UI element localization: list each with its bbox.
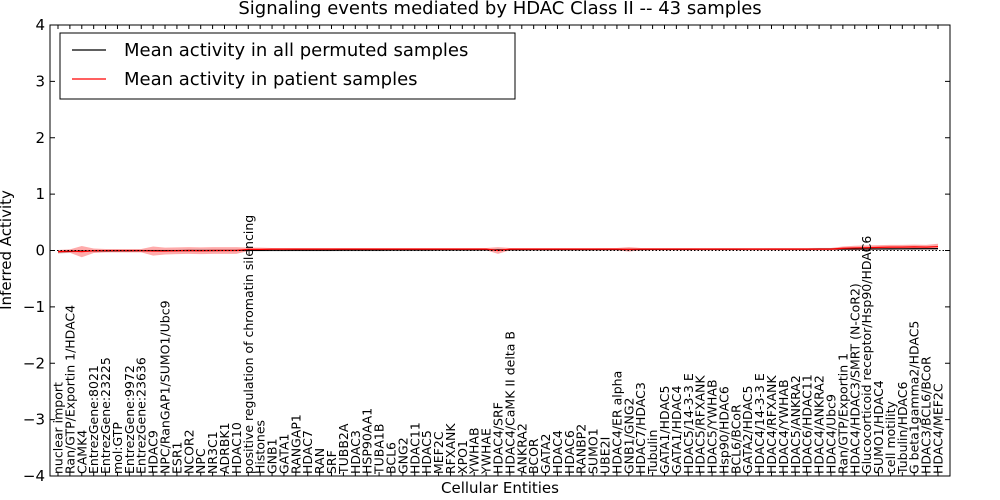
y-tick-label: 2 [35,129,45,147]
x-tick-label: HDAC3/BCL6/BCoR [919,356,934,474]
x-tick-label: HDAC5/14-3-3 E [681,373,696,474]
x-tick-label: Glucocorticoid receptor/Hsp90/HDAC6 [859,236,874,474]
x-tick-label: BCL6 [383,442,398,474]
x-tick-label: GNG2 [395,437,410,474]
x-tick-label: SUMO1/HDAC4 [871,380,886,474]
x-tick-label: HDAC7/HDAC3 [633,382,648,474]
x-tick-label: GATA1/HDAC5 [657,386,672,474]
x-tick-label: HSP90AA1 [360,408,375,474]
x-tick-label: HDAC6/HDAC11 [800,374,815,474]
x-tick-label: HDAC4/MEF2C [931,383,946,474]
x-tick-label: HDAC6 [562,430,577,474]
x-tick-label: HDAC4/HDAC3/SMRT (N-CoR2) [847,283,862,474]
x-tick-label: NPC [193,448,208,474]
x-tick-label: EntrezGene:23636 [134,357,149,474]
x-tick-label: Ran/GTP/Exportin 1 [835,353,850,474]
x-tick-label: HDAC3 [348,430,363,474]
x-tick-label: ADRBK1 [217,422,232,474]
y-axis-label: Inferred Activity [0,190,15,310]
x-tick-label: cell motility [883,400,898,474]
y-ticks: 4 3 2 1 0 −1 −2 −3 −4 [23,16,950,485]
chart-title: Signaling events mediated by HDAC Class … [238,0,761,19]
x-tick-label: BCOR [526,438,541,474]
x-tick-label: HDAC5/YWHAB [705,379,720,474]
x-tick-label: HDAC4/SRF [491,402,506,474]
x-tick-label: UBE2I [598,437,613,474]
y-tick-label: 0 [35,242,45,260]
x-tick-label: XPO1 [455,440,470,474]
x-tick-label: NCOR2 [181,429,196,474]
x-tick-label: CAMK4 [74,430,89,474]
x-tick-label: Tubulin [645,430,660,475]
y-tick-label: −3 [23,411,45,429]
x-tick-label: HDAC10 [229,422,244,474]
x-tick-label: Ran/GTP/Exportin 1/HDAC4 [62,305,77,474]
x-tick-label: G beta1gamma2/HDAC5 [907,321,922,474]
x-tick-label: HDAC5/ANKRA2 [788,375,803,474]
x-tick-label: HDAC4/ER alpha [609,371,624,474]
x-tick-label: HDAC4 [550,430,565,474]
x-tick-label: GATA1/HDAC4 [669,385,684,474]
x-tick-label: BCL6/BCoR [728,404,743,474]
x-tick-label: TUBA1B [372,424,387,475]
x-tick-label: HDAC5/RFXANK [693,375,708,474]
x-tick-label: MEF2C [431,431,446,474]
x-tick-label: HDAC4/14-3-3 E [752,373,767,474]
x-tick-label: positive regulation of chromatin silenci… [241,215,256,474]
x-tick-label: HDAC4/Ubc9 [823,394,838,474]
y-tick-label: 1 [35,185,45,203]
x-tick-label: GNB1/GNG2 [621,398,636,474]
x-tick-label: nuclear import [51,382,66,474]
x-tick-label: GATA1 [276,434,291,474]
y-tick-label: 3 [35,72,45,90]
x-tick-label: HDAC7 [300,430,315,474]
x-tick-label: RANBP2 [574,424,589,474]
x-tick-label: RAN [312,448,327,474]
x-tick-label: YWHAE [479,428,494,475]
x-tick-label: YWHAB [467,427,482,475]
x-tick-label: ANKRA2 [514,423,529,474]
x-tick-label: mol:GTP [110,422,125,474]
x-tick-label: NPC/RanGAP1/SUMO1/Ubc9 [158,300,173,474]
legend-box [59,32,516,100]
legend: Mean activity in all permuted samples Mea… [59,32,516,100]
x-tick-label: SUMO1 [586,428,601,474]
x-tick-label: HDAC11 [407,422,422,474]
x-tick-label: EntrezGene:8021 [86,365,101,474]
x-tick-label: HDAC4/CaMK II delta B [502,331,517,474]
x-axis-label: Cellular Entities [441,479,559,497]
x-tick-label: HDAC5 [419,430,434,474]
x-tick-label: SRF [324,450,339,474]
x-tick-label: RFXANK [443,423,458,474]
x-tick-label: HDAC4/YWHAB [776,379,791,474]
legend-entry-label: Mean activity in patient samples [124,69,418,90]
x-tick-label: Tubulin/HDAC6 [895,382,910,475]
x-tick-label: Histones [253,420,268,474]
x-tick-label: EntrezGene:23225 [98,357,113,474]
x-tick-label: GNB1 [265,438,280,474]
x-tick-label: GATA2 [538,434,553,474]
x-tick-label: RANGAP1 [288,414,303,474]
x-tick-label: NR3C1 [205,431,220,474]
legend-entry-label: Mean activity in all permuted samples [124,40,468,61]
x-tick-label: GATA2/HDAC5 [740,386,755,474]
y-tick-label: 4 [35,16,45,34]
y-tick-label: −2 [23,354,45,372]
x-tick-label: HDAC9 [146,430,161,474]
y-tick-label: −4 [23,467,45,485]
x-ticks [57,25,939,476]
x-tick-label: Hsp90/HDAC6 [716,386,731,474]
x-tick-label: TUBB2A [336,423,351,475]
y-tick-label: −1 [23,298,45,316]
x-tick-label: HDAC4/ANKRA2 [812,375,827,474]
x-tick-label: HDAC4/RFXANK [764,375,779,474]
x-tick-label: ESR1 [169,442,184,474]
x-tick-label: EntrezGene:9972 [122,365,137,474]
